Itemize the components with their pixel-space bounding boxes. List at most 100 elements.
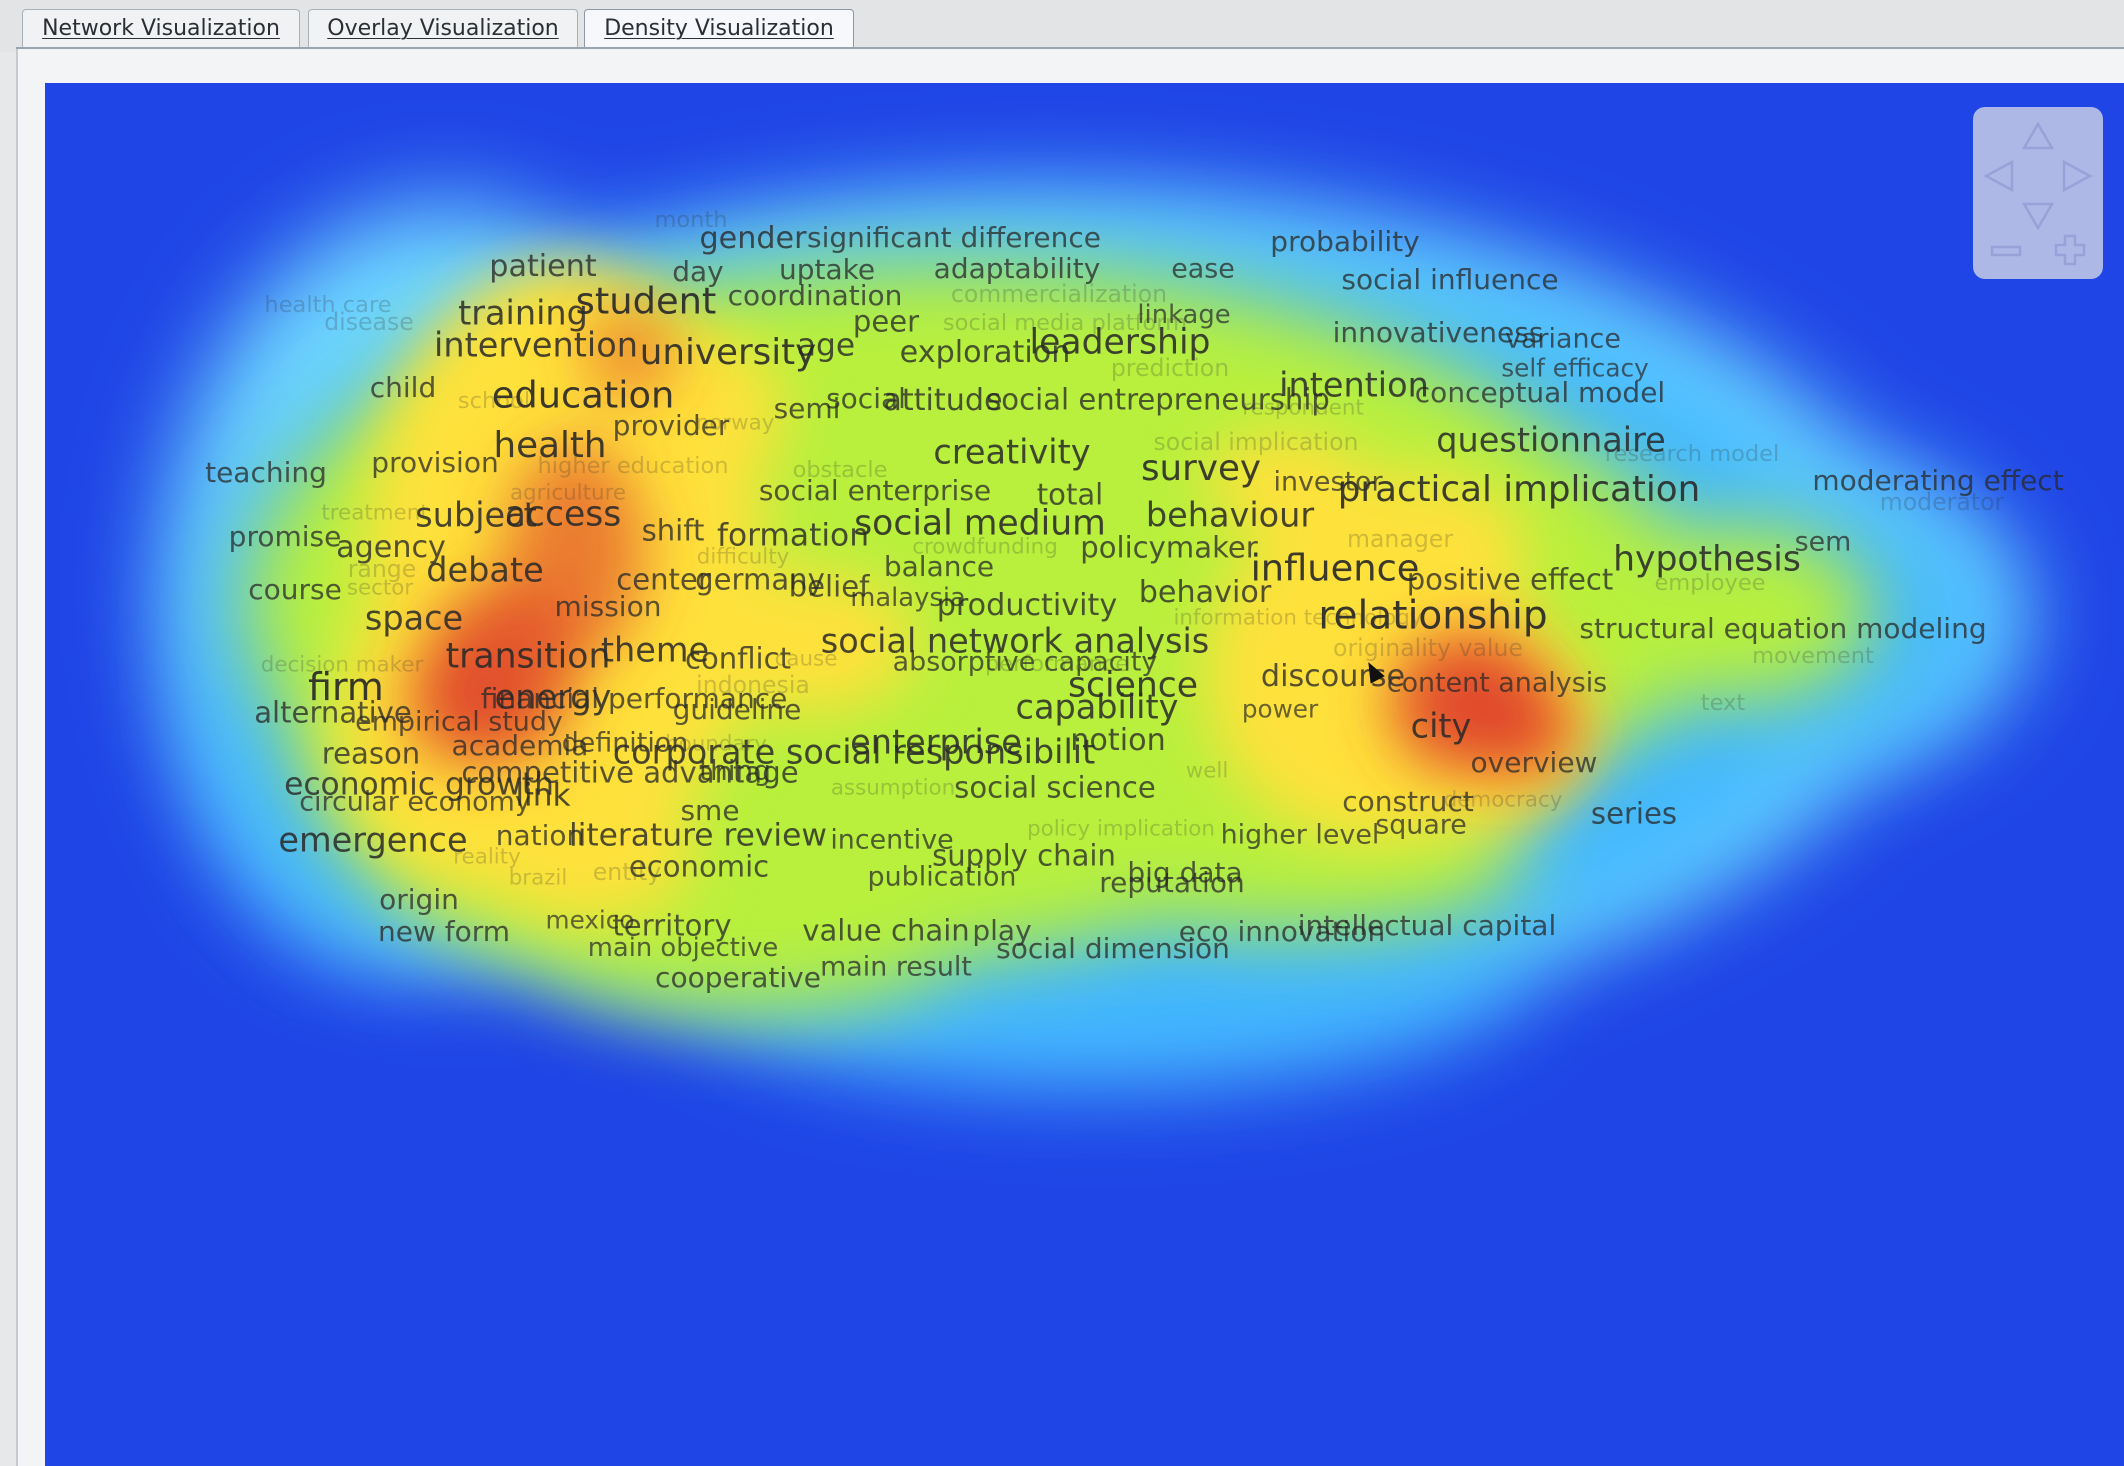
term-label[interactable]: boundary — [665, 731, 767, 757]
term-label[interactable]: reputation — [1099, 866, 1245, 899]
term-label[interactable]: innovativeness — [1332, 316, 1544, 349]
term-label[interactable]: age — [796, 327, 856, 364]
term-label[interactable]: norway — [695, 410, 775, 436]
term-label[interactable]: moderating effect — [1812, 464, 2064, 497]
term-label[interactable]: provision — [371, 446, 499, 479]
term-label[interactable]: literature review — [569, 817, 827, 854]
term-label[interactable]: territory — [612, 908, 732, 943]
term-label[interactable]: productivity — [936, 587, 1118, 623]
term-label[interactable]: investor — [1273, 466, 1383, 498]
term-label[interactable]: entity — [592, 858, 662, 887]
term-label[interactable]: malaysia — [850, 583, 966, 614]
term-label[interactable]: economic — [628, 849, 770, 884]
tab-overlay-visualization[interactable]: Overlay Visualization — [308, 9, 578, 47]
term-label[interactable]: assumption — [830, 775, 956, 801]
term-label[interactable]: empirical study — [355, 706, 563, 738]
term-label[interactable]: peer — [852, 304, 920, 339]
term-label[interactable]: respondent — [1242, 395, 1364, 421]
term-label[interactable]: creativity — [933, 432, 1091, 472]
term-label[interactable]: variance — [1505, 323, 1621, 355]
density-map-canvas[interactable]: month gender significant difference probabi… — [45, 83, 2124, 1466]
term-label[interactable]: mission — [554, 590, 662, 623]
term-label[interactable]: democracy — [1443, 787, 1563, 813]
term-label[interactable]: text — [1700, 689, 1746, 716]
term-label[interactable]: teaching — [205, 456, 327, 489]
term-label[interactable]: health — [493, 425, 607, 467]
term-label[interactable]: social medium — [854, 503, 1106, 544]
term-label[interactable]: social network analysis — [820, 621, 1210, 661]
term-label[interactable]: agency — [336, 529, 446, 565]
term-label[interactable]: behaviour — [1145, 495, 1315, 535]
term-label[interactable]: indonesia — [696, 671, 810, 700]
term-label[interactable]: hypothesis — [1613, 539, 1801, 580]
term-label[interactable]: linkage — [1137, 300, 1231, 331]
term-label[interactable]: balance — [883, 550, 995, 583]
term-label[interactable]: germany — [695, 562, 825, 597]
term-label[interactable]: structural equation modeling — [1579, 612, 1987, 645]
term-label[interactable]: decision maker — [260, 652, 424, 678]
term-label[interactable]: origin — [379, 883, 459, 916]
term-label[interactable]: leadership — [1029, 322, 1211, 363]
term-label[interactable]: social media platform — [942, 309, 1188, 336]
term-label[interactable]: big data — [1127, 856, 1243, 889]
term-label[interactable]: link — [515, 777, 571, 814]
term-label[interactable]: square — [1375, 809, 1467, 841]
term-label[interactable]: higher education — [537, 452, 729, 479]
term-label[interactable]: enterprise — [850, 722, 1022, 762]
term-label[interactable]: behavior — [1138, 574, 1272, 610]
term-label[interactable]: influence — [1250, 546, 1420, 590]
term-label[interactable]: prediction — [1110, 354, 1230, 383]
term-label[interactable]: formation — [716, 517, 870, 554]
term-label[interactable]: discourse — [1260, 658, 1406, 694]
term-label[interactable]: intention — [1279, 365, 1429, 405]
term-label[interactable]: treatment — [321, 500, 429, 526]
term-label[interactable]: information technology — [1173, 605, 1423, 631]
term-label[interactable]: circular economy — [299, 786, 531, 818]
term-label[interactable]: health care — [264, 291, 392, 318]
term-label[interactable]: shift — [641, 513, 705, 548]
term-label[interactable]: city — [1410, 706, 1472, 746]
term-label[interactable]: energy — [494, 677, 612, 717]
term-label[interactable]: sector — [346, 575, 414, 601]
term-label[interactable]: social dimension — [996, 932, 1230, 965]
term-label[interactable]: academia — [451, 729, 589, 762]
term-label[interactable]: attitude — [883, 382, 1003, 418]
term-label[interactable]: university — [639, 332, 817, 374]
term-label[interactable]: social science — [954, 770, 1156, 805]
term-label[interactable]: total — [1036, 477, 1104, 512]
term-label[interactable]: firm — [308, 665, 384, 710]
term-label[interactable]: alternative — [254, 695, 412, 730]
term-label[interactable]: questionnaire — [1436, 420, 1666, 460]
term-label[interactable]: moderator — [1879, 488, 2005, 517]
arrow-down-icon[interactable] — [2021, 201, 2055, 231]
term-label[interactable]: positive effect — [1406, 562, 1614, 597]
term-label[interactable]: practical implication — [1337, 469, 1701, 511]
term-label[interactable]: manager — [1346, 525, 1454, 554]
term-label[interactable]: space — [364, 598, 464, 638]
term-label[interactable]: center — [616, 562, 710, 597]
term-label[interactable]: agriculture — [509, 480, 627, 506]
term-label[interactable]: employee — [1654, 569, 1766, 596]
arrow-right-icon[interactable] — [2061, 159, 2093, 193]
term-label[interactable]: intellectual capital — [1297, 909, 1557, 942]
term-label[interactable]: value chain — [802, 913, 970, 948]
term-label[interactable]: coordination — [727, 279, 903, 312]
term-label[interactable]: belief — [788, 569, 870, 604]
term-label[interactable]: cooperative — [655, 961, 821, 994]
term-label[interactable]: range — [347, 555, 417, 584]
term-label[interactable]: cause — [774, 646, 838, 672]
term-label[interactable]: incentive — [830, 824, 954, 856]
term-label[interactable]: patient — [489, 248, 597, 284]
term-label[interactable]: nation — [495, 819, 585, 852]
term-label[interactable]: main objective — [587, 933, 779, 964]
term-label[interactable]: significant difference — [806, 221, 1102, 254]
term-label[interactable]: science — [1067, 665, 1199, 706]
term-label[interactable]: crowdfunding — [912, 534, 1058, 560]
term-label[interactable]: social enterprise — [758, 474, 992, 507]
term-label[interactable]: gender — [699, 220, 807, 256]
term-label[interactable]: day — [672, 255, 724, 288]
term-label[interactable]: mexico — [545, 905, 635, 935]
term-label[interactable]: social — [826, 382, 906, 415]
term-label[interactable]: provider — [612, 409, 730, 442]
term-label[interactable]: corporate social responsibilit — [612, 732, 1096, 772]
